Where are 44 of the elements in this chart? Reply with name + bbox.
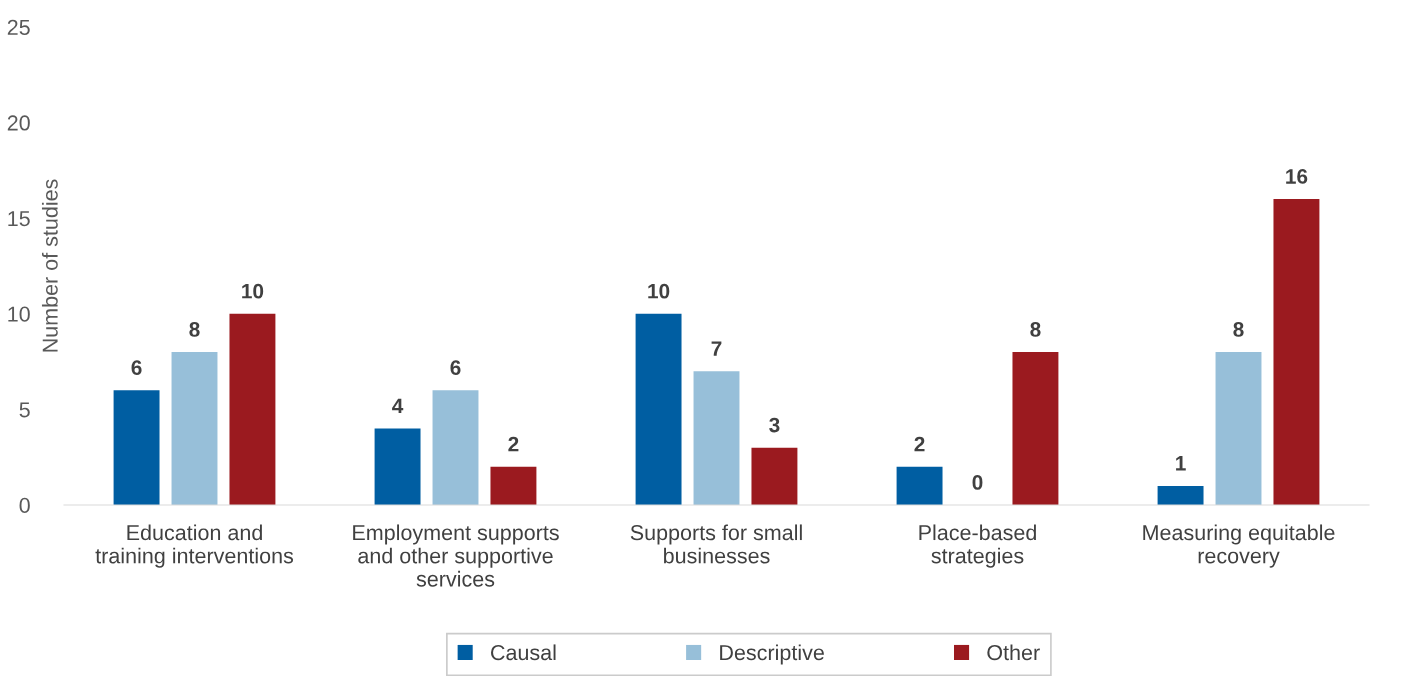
y-tick-label: 10 bbox=[8, 306, 30, 322]
bar bbox=[171, 352, 218, 505]
y-tick-label: 25 bbox=[7, 19, 30, 36]
y-tick-label: 20 bbox=[7, 115, 30, 131]
bar bbox=[751, 447, 798, 505]
bar bbox=[635, 313, 682, 505]
data-label: 0 bbox=[972, 475, 983, 490]
y-tick-label: 0 bbox=[19, 497, 30, 514]
data-label: 8 bbox=[1233, 322, 1244, 337]
data-label: 3 bbox=[769, 417, 780, 433]
bar bbox=[1012, 352, 1059, 505]
data-label: 8 bbox=[1030, 322, 1041, 337]
bar bbox=[374, 428, 421, 505]
bar bbox=[113, 390, 160, 505]
x-tick-label: Education and training interventions bbox=[95, 524, 294, 568]
data-label: 2 bbox=[508, 436, 519, 452]
data-label: 16 bbox=[1286, 169, 1308, 184]
bar bbox=[896, 466, 943, 505]
legend-label: Other bbox=[987, 644, 1040, 661]
bar bbox=[1157, 485, 1204, 505]
y-axis-title: Number of studies bbox=[41, 179, 58, 352]
bar bbox=[1273, 199, 1320, 505]
legend-label: Causal bbox=[491, 644, 556, 661]
bar bbox=[229, 313, 276, 505]
data-label: 6 bbox=[131, 360, 142, 376]
y-tick-label: 5 bbox=[19, 402, 30, 418]
bar bbox=[490, 466, 537, 505]
data-label: 7 bbox=[711, 341, 722, 356]
data-label: 8 bbox=[189, 322, 200, 337]
data-label: 1 bbox=[1176, 456, 1186, 471]
data-label: 10 bbox=[648, 283, 670, 299]
legend-label: Descriptive bbox=[720, 644, 824, 665]
data-label: 4 bbox=[392, 398, 404, 414]
bar bbox=[1215, 352, 1262, 505]
x-tick-label: Employment supports and other supportive services bbox=[353, 524, 559, 587]
data-label: 2 bbox=[914, 436, 925, 452]
bar bbox=[432, 390, 479, 505]
x-tick-label: Supports for small businesses bbox=[630, 524, 802, 564]
y-tick-label: 15 bbox=[8, 211, 30, 227]
data-label: 6 bbox=[450, 360, 461, 376]
x-tick-label: Place-based strategies bbox=[919, 524, 1036, 568]
bar bbox=[693, 371, 740, 505]
x-tick-label: Measuring equitable recovery bbox=[1143, 524, 1335, 568]
data-label: 10 bbox=[242, 283, 264, 299]
